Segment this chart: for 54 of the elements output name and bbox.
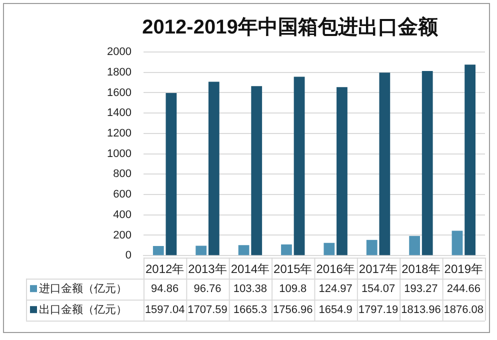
y-tick-label: 1600 (106, 86, 132, 99)
data-label: 94.86 (151, 283, 179, 296)
bar (166, 93, 177, 256)
data-label: 1797.19 (358, 304, 398, 316)
x-tick-label: 2019年 (444, 262, 484, 276)
data-label: 1876.08 (444, 304, 484, 316)
y-tick-label: 400 (113, 208, 132, 221)
y-tick-label: 1400 (106, 107, 132, 120)
data-label: 1756.96 (273, 304, 313, 316)
x-tick-label: 2018年 (402, 262, 440, 276)
bar (281, 244, 292, 256)
bar (251, 86, 262, 256)
y-tick-label: 1000 (106, 148, 132, 160)
x-tick-label: 2012年 (145, 262, 184, 276)
bar (324, 242, 335, 256)
bar (464, 64, 476, 256)
data-label: 103.38 (233, 283, 268, 296)
bar (379, 72, 390, 256)
data-label: 244.66 (446, 283, 480, 296)
data-label: 154.07 (361, 283, 396, 296)
data-label: 1813.96 (401, 304, 441, 316)
bar (208, 82, 220, 256)
data-label: 193.27 (404, 283, 438, 296)
data-label: 1707.59 (188, 304, 228, 316)
data-label: 1654.9 (318, 304, 352, 316)
data-label: 109.8 (279, 283, 307, 296)
bar (422, 70, 433, 256)
data-label: 1665.3 (233, 304, 268, 316)
y-tick-label: 200 (113, 229, 132, 242)
bar (409, 236, 420, 256)
x-tick-label: 2016年 (316, 262, 355, 276)
legend-label: 进口金额（亿元） (39, 282, 127, 296)
y-tick-label: 1200 (106, 127, 132, 140)
bar (366, 240, 378, 256)
bar (238, 245, 250, 256)
chart-title: 2012-2019年中国箱包进出口金额 (142, 16, 439, 39)
y-tick-label: 2000 (106, 46, 132, 58)
data-label: 124.97 (318, 283, 352, 296)
bar (196, 246, 207, 256)
x-tick-label: 2015年 (274, 262, 312, 276)
y-tick-label: 800 (113, 168, 132, 180)
bar (294, 76, 305, 256)
legend-label: 出口金额（亿元） (39, 303, 127, 316)
x-tick-label: 2013年 (188, 262, 227, 276)
data-label: 1597.04 (144, 304, 185, 316)
y-tick-label: 1800 (106, 66, 132, 78)
data-label: 96.76 (194, 283, 222, 296)
y-tick-label: 0 (125, 250, 132, 262)
bar (152, 246, 164, 256)
x-tick-label: 2017年 (358, 262, 398, 276)
bar (452, 230, 463, 256)
x-tick-label: 2014年 (230, 262, 270, 276)
y-tick-label: 600 (113, 188, 132, 201)
bar (336, 87, 348, 256)
